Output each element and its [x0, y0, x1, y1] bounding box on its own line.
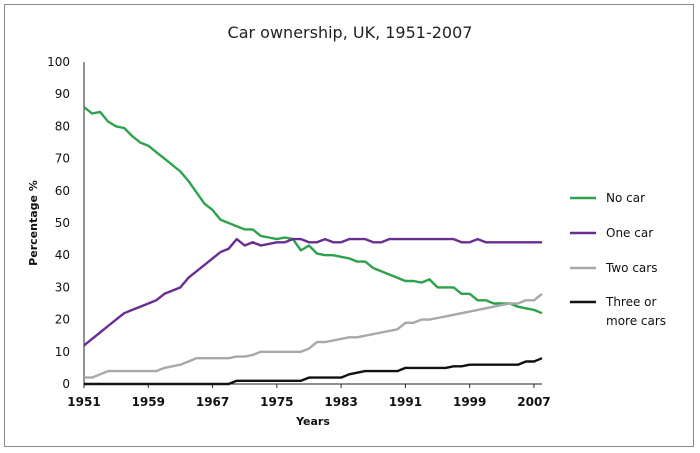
legend-label: No car [606, 191, 645, 205]
series-line-two-cars [84, 292, 543, 379]
axes [83, 62, 542, 385]
x-tick-label: 1951 [67, 395, 100, 409]
series-lines [83, 106, 543, 386]
y-tick-label: 30 [55, 280, 70, 294]
x-tick-label: 1983 [324, 395, 357, 409]
y-tick-label: 20 [55, 313, 70, 327]
series-line-one-car [83, 237, 542, 347]
y-tick-label: 90 [55, 87, 70, 101]
y-tick-label: 0 [62, 377, 70, 391]
y-tick-label: 100 [47, 55, 70, 69]
y-tick-label: 70 [55, 152, 70, 166]
x-tick-label: 1959 [132, 395, 165, 409]
y-axis-ticks: 0 10 20 30 40 50 60 70 80 90 100 [47, 55, 70, 391]
legend: No car One car Two cars Three or more cars [570, 191, 666, 328]
y-tick-label: 50 [55, 216, 70, 230]
series-line-three-or-more-cars [84, 357, 543, 386]
series-line-no-car [83, 106, 543, 315]
y-tick-label: 10 [55, 345, 70, 359]
x-axis-ticks: 1951 1959 1967 1975 1983 1991 1999 2007 [67, 384, 551, 409]
x-tick-label: 1999 [453, 395, 486, 409]
x-tick-label: 1991 [389, 395, 422, 409]
y-axis-title: Percentage % [27, 180, 40, 266]
x-tick-label: 2007 [517, 395, 550, 409]
chart-title: Car ownership, UK, 1951-2007 [228, 23, 473, 42]
legend-label: more cars [606, 314, 666, 328]
y-tick-label: 80 [55, 119, 70, 133]
y-tick-label: 60 [55, 184, 70, 198]
y-tick-label: 40 [55, 248, 70, 262]
legend-label: Three or [605, 295, 657, 309]
x-tick-label: 1967 [196, 395, 229, 409]
x-tick-label: 1975 [260, 395, 293, 409]
legend-label: Two cars [605, 261, 657, 275]
x-axis-title: Years [295, 415, 330, 428]
legend-label: One car [606, 226, 653, 240]
